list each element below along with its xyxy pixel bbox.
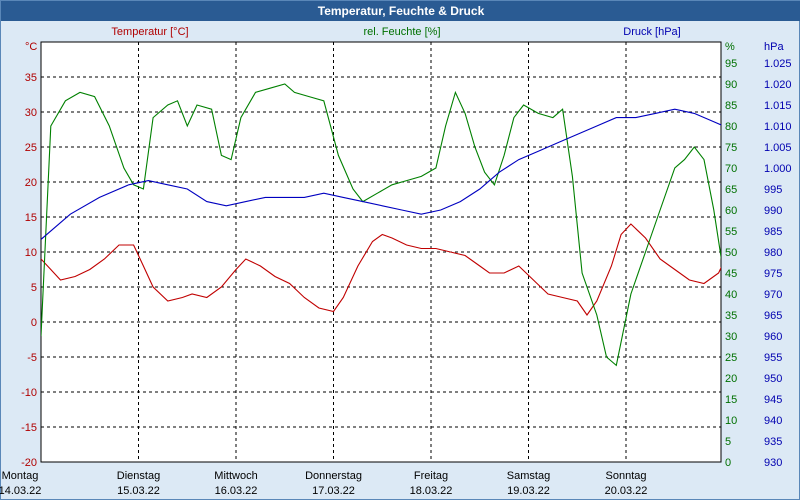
right2-axis-tick-label: 945: [764, 394, 782, 406]
right1-axis-tick-label: 15: [725, 394, 737, 406]
right1-axis-tick-label: 45: [725, 268, 737, 280]
x-axis-day-label: Donnerstag: [305, 470, 362, 482]
left-axis-unit: °C: [25, 41, 37, 53]
right2-axis-tick-label: 955: [764, 352, 782, 364]
left-axis-tick-label: 35: [25, 72, 37, 84]
right2-axis-tick-label: 995: [764, 184, 782, 196]
right2-axis-tick-label: 990: [764, 205, 782, 217]
right1-axis-tick-label: 40: [725, 289, 737, 301]
right1-axis-tick-label: 10: [725, 415, 737, 427]
right1-axis-tick-label: 25: [725, 352, 737, 364]
right2-axis-tick-label: 950: [764, 373, 782, 385]
left-axis-tick-label: -20: [21, 457, 37, 469]
right2-axis-tick-label: 1.005: [764, 142, 792, 154]
x-axis-day-label: Sonntag: [606, 470, 647, 482]
right1-axis-tick-label: 85: [725, 100, 737, 112]
right1-axis-tick-label: 5: [725, 436, 731, 448]
left-axis-label: Temperatur [°C]: [111, 26, 188, 38]
x-axis-date-label: 19.03.22: [507, 485, 550, 497]
x-axis-date-label: 18.03.22: [410, 485, 453, 497]
right2-axis-tick-label: 1.025: [764, 58, 792, 70]
x-axis-day-label: Freitag: [414, 470, 448, 482]
right1-axis-tick-label: 65: [725, 184, 737, 196]
right1-axis-tick-label: 80: [725, 121, 737, 133]
right2-axis-tick-label: 930: [764, 457, 782, 469]
right1-axis-tick-label: 75: [725, 142, 737, 154]
right2-axis-tick-label: 940: [764, 415, 782, 427]
right1-axis-tick-label: 0: [725, 457, 731, 469]
series-line-humidity: [41, 83, 721, 367]
series-line-pressure: [41, 108, 721, 240]
x-axis-date-label: 16.03.22: [215, 485, 258, 497]
chart-title: Temperatur, Feuchte & Druck: [1, 1, 800, 21]
right1-axis-tick-label: 55: [725, 226, 737, 238]
right2-axis-label: Druck [hPa]: [623, 26, 680, 38]
right1-axis-unit: %: [725, 41, 735, 53]
right1-axis-tick-label: 20: [725, 373, 737, 385]
left-axis-tick-label: -5: [27, 352, 37, 364]
right1-axis-label: rel. Feuchte [%]: [363, 26, 440, 38]
right2-axis-tick-label: 1.020: [764, 79, 792, 91]
right2-axis-tick-label: 1.015: [764, 100, 792, 112]
right2-axis-tick-label: 960: [764, 331, 782, 343]
x-axis-day-label: Samstag: [507, 470, 550, 482]
right1-axis-tick-label: 70: [725, 163, 737, 175]
right2-axis-tick-label: 1.000: [764, 163, 792, 175]
left-axis-tick-label: 5: [31, 282, 37, 294]
right2-axis-unit: hPa: [764, 41, 784, 53]
right1-axis-tick-label: 90: [725, 79, 737, 91]
left-axis-tick-label: -10: [21, 387, 37, 399]
right2-axis-tick-label: 1.010: [764, 121, 792, 133]
right2-axis-tick-label: 975: [764, 268, 782, 280]
right1-axis-tick-label: 95: [725, 58, 737, 70]
x-axis-date-label: 14.03.22: [0, 485, 41, 497]
right2-axis-tick-label: 980: [764, 247, 782, 259]
right1-axis-tick-label: 60: [725, 205, 737, 217]
left-axis-tick-label: -15: [21, 422, 37, 434]
right2-axis-tick-label: 970: [764, 289, 782, 301]
right1-axis-tick-label: 35: [725, 310, 737, 322]
right2-axis-tick-label: 985: [764, 226, 782, 238]
left-axis-tick-label: 30: [25, 107, 37, 119]
right2-axis-tick-label: 965: [764, 310, 782, 322]
left-axis-tick-label: 25: [25, 142, 37, 154]
x-axis-date-label: 20.03.22: [605, 485, 648, 497]
x-axis-day-label: Mittwoch: [214, 470, 257, 482]
series-line-temperature: [41, 223, 721, 316]
left-axis-tick-label: 20: [25, 177, 37, 189]
right2-axis-tick-label: 935: [764, 436, 782, 448]
left-axis-tick-label: 15: [25, 212, 37, 224]
x-axis-day-label: Dienstag: [117, 470, 160, 482]
x-axis-day-label: Montag: [2, 470, 39, 482]
left-axis-tick-label: 0: [31, 317, 37, 329]
right1-axis-tick-label: 50: [725, 247, 737, 259]
right1-axis-tick-label: 30: [725, 331, 737, 343]
x-axis-date-label: 15.03.22: [117, 485, 160, 497]
x-axis-date-label: 17.03.22: [312, 485, 355, 497]
left-axis-tick-label: 10: [25, 247, 37, 259]
